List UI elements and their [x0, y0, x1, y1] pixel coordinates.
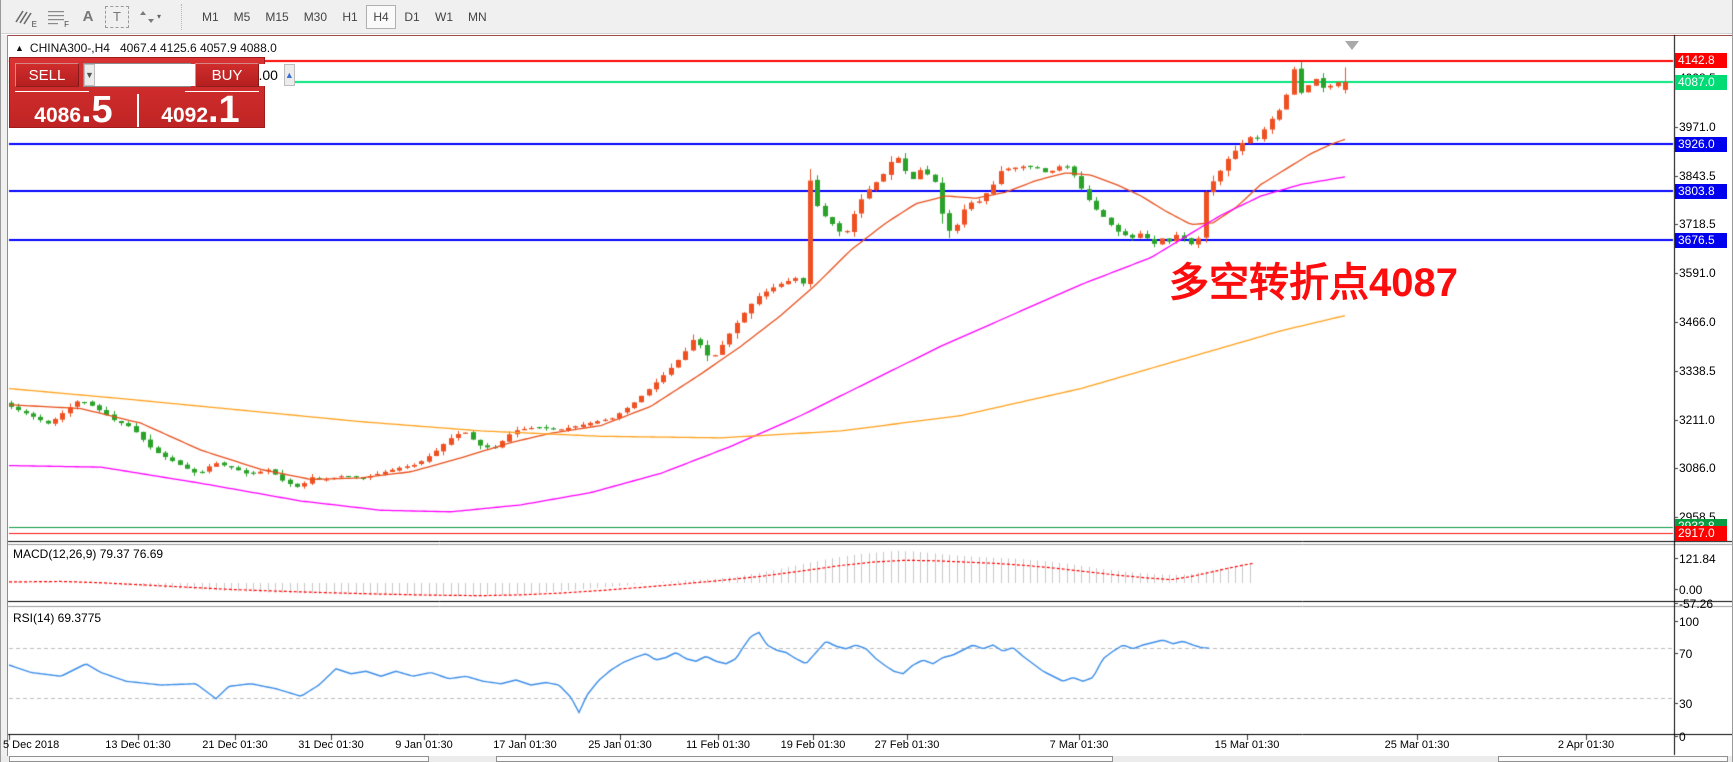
- scrollbar-thumb[interactable]: [1498, 756, 1728, 762]
- time-tick-label: 27 Feb 01:30: [874, 739, 940, 751]
- time-tick-label: 21 Dec 01:30: [202, 739, 268, 751]
- time-tick-label: 25 Jan 01:30: [588, 739, 652, 751]
- macd-tick: 0.00: [1679, 583, 1703, 597]
- time-tick-label: 2 Apr 01:30: [1557, 739, 1615, 751]
- buy-underline: [185, 91, 259, 92]
- time-tick-label: 19 Feb 01:30: [780, 739, 846, 751]
- price-tick: 3086.0: [1679, 460, 1716, 475]
- scrollbar-thumb[interactable]: [496, 756, 1113, 762]
- macd-tick: -57.26: [1679, 597, 1714, 611]
- collapse-chart-icon[interactable]: ▲: [15, 43, 24, 53]
- price-tick: 3843.5: [1679, 169, 1716, 184]
- time-tick-label: 9 Jan 01:30: [395, 739, 453, 751]
- volume-decrease-icon[interactable]: ▼: [84, 64, 95, 86]
- price-line-badge: 3803.8: [1675, 183, 1727, 199]
- volume-increase-icon[interactable]: ▲: [283, 64, 295, 86]
- sell-underline: [15, 91, 89, 92]
- buy-price[interactable]: 4092.1: [161, 89, 240, 131]
- rsi-tick: 0: [1679, 730, 1686, 744]
- one-click-trading-panel: SELL ▼ ▲ BUY 4086.5 4092.1: [9, 57, 295, 131]
- price-line-badge: 3926.0: [1675, 136, 1727, 152]
- price-tick: 3591.0: [1679, 266, 1716, 281]
- time-tick-label: 31 Dec 01:30: [298, 739, 364, 751]
- buy-button[interactable]: BUY: [195, 63, 259, 87]
- time-tick-label: 17 Jan 01:30: [493, 739, 557, 751]
- chart-text-annotation: 多空转折点4087: [1169, 261, 1458, 305]
- chart-ohlc-values: 4067.4 4125.6 4057.9 4088.0: [119, 41, 277, 55]
- volume-stepper: ▼ ▲: [83, 63, 295, 87]
- time-tick-label: 15 Mar 01:30: [1214, 739, 1280, 751]
- rsi-tick: 100: [1679, 615, 1700, 629]
- price-tick: 3971.0: [1679, 120, 1716, 134]
- chart-symbol-title: CHINA300-,H4: [29, 41, 110, 55]
- time-tick-label: 5 Dec 2018: [3, 739, 60, 751]
- trade-prices: 4086.5 4092.1: [10, 89, 264, 131]
- time-tick-label: 7 Mar 01:30: [1049, 739, 1109, 751]
- horizontal-scrollbar[interactable]: [1, 756, 1732, 762]
- time-tick-label: 11 Feb 01:30: [685, 739, 751, 751]
- price-tick: 3718.5: [1679, 217, 1716, 232]
- time-tick-label: 25 Mar 01:30: [1384, 739, 1450, 751]
- price-tick: 3466.0: [1679, 314, 1716, 329]
- price-line-badge: 4142.8: [1675, 53, 1727, 69]
- scrollbar-thumb[interactable]: [9, 756, 429, 762]
- trade-panel-divider: [137, 94, 139, 127]
- rsi-tick: 70: [1679, 647, 1693, 661]
- price-line-badge: 3676.5: [1675, 232, 1727, 248]
- macd-tick: 121.84: [1679, 552, 1716, 566]
- price-tick: 3338.5: [1679, 363, 1716, 378]
- sell-button[interactable]: SELL: [15, 63, 79, 87]
- sell-price[interactable]: 4086.5: [34, 89, 113, 131]
- time-tick-label: 13 Dec 01:30: [105, 739, 171, 751]
- chart-title-row: ▲ CHINA300-,H4 4067.4 4125.6 4057.9 4088…: [15, 40, 277, 56]
- macd-label: MACD(12,26,9) 79.37 76.69: [13, 547, 164, 561]
- rsi-tick: 30: [1679, 697, 1693, 711]
- price-tick: 3211.0: [1679, 412, 1715, 427]
- rsi-label: RSI(14) 69.3775: [13, 611, 102, 625]
- price-line-badge: 4087.0: [1675, 74, 1727, 90]
- chart-shift-marker-icon[interactable]: [1345, 41, 1359, 50]
- price-line-badge: 2917.0: [1675, 525, 1727, 541]
